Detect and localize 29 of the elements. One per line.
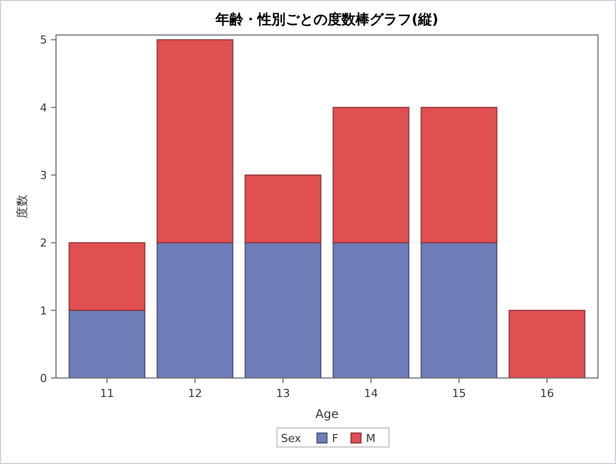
y-tick-label: 0: [40, 372, 47, 385]
bar: [68, 310, 146, 378]
y-tick-label: 4: [40, 101, 47, 114]
bar: [508, 310, 586, 378]
y-tick-label: 1: [40, 304, 47, 318]
x-tick-label: 14: [364, 387, 378, 400]
y-axis-title: 度数: [15, 194, 29, 218]
bar: [332, 106, 410, 244]
y-tick-label: 5: [40, 34, 47, 47]
bar: [68, 242, 146, 311]
y-tick-label: 3: [40, 169, 47, 182]
bar: [156, 39, 234, 244]
legend-label: F: [332, 432, 338, 445]
y-tick-label: 2: [40, 236, 47, 250]
x-tick-label: 12: [188, 387, 202, 400]
x-tick-label: 16: [540, 387, 554, 400]
x-tick-label: 11: [100, 387, 114, 400]
legend-label: M: [366, 432, 376, 445]
bar: [156, 242, 234, 378]
x-tick-label: 13: [276, 387, 290, 400]
chart-title: 年齢・性別ごとの度数棒グラフ(縦): [214, 11, 438, 28]
bar: [420, 106, 498, 244]
bar: [244, 242, 322, 378]
bar: [244, 174, 322, 244]
x-tick-label: 15: [452, 387, 466, 400]
bar: [332, 242, 410, 378]
bar: [420, 242, 498, 378]
legend-title: Sex: [281, 432, 302, 445]
x-axis-title: Age: [315, 407, 339, 421]
